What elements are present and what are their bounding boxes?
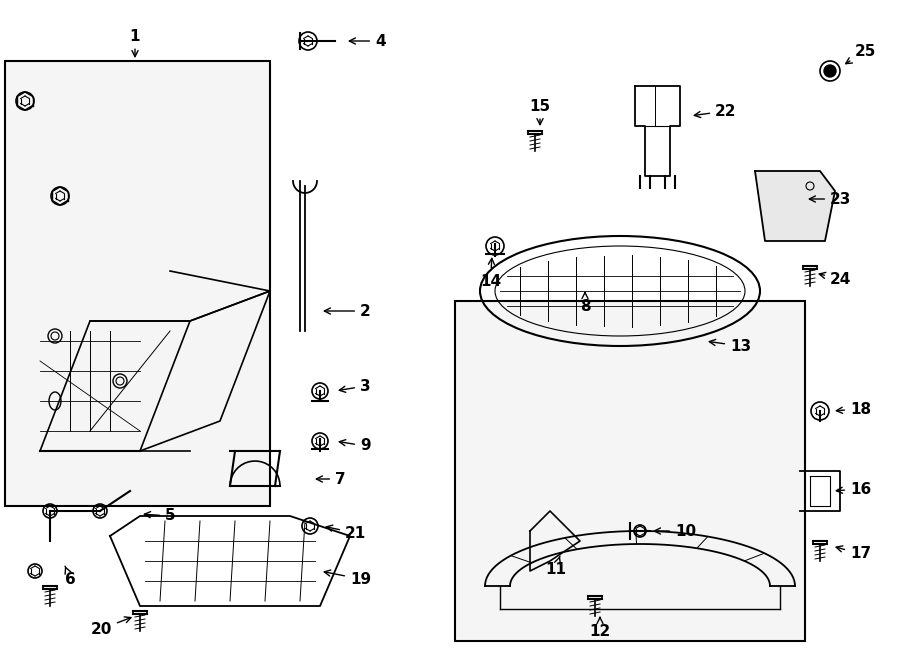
Text: 23: 23	[809, 192, 851, 206]
Text: 18: 18	[836, 401, 871, 416]
Bar	[455, 301, 805, 641]
Text: 8: 8	[580, 292, 590, 313]
Text: 17: 17	[836, 546, 871, 561]
Text: 2: 2	[324, 303, 371, 319]
Text: 16: 16	[836, 481, 871, 496]
Text: 13: 13	[709, 338, 752, 354]
Text: 24: 24	[819, 272, 851, 286]
Text: 3: 3	[339, 379, 371, 393]
Text: 20: 20	[91, 617, 131, 637]
Text: 12: 12	[590, 617, 610, 639]
Text: 11: 11	[545, 556, 566, 576]
Text: 1: 1	[130, 28, 140, 57]
Polygon shape	[755, 171, 835, 241]
Text: 7: 7	[316, 471, 346, 486]
Text: 4: 4	[349, 34, 385, 48]
Text: 9: 9	[339, 438, 371, 453]
Text: 6: 6	[65, 566, 76, 586]
Circle shape	[824, 65, 836, 77]
Text: 15: 15	[529, 98, 551, 125]
Text: 14: 14	[480, 258, 501, 288]
Text: 10: 10	[654, 524, 696, 539]
Text: 22: 22	[694, 104, 736, 118]
Text: 25: 25	[846, 44, 877, 63]
Text: 21: 21	[326, 525, 366, 541]
Text: 5: 5	[144, 508, 176, 524]
Bar	[5, 61, 270, 506]
Text: 19: 19	[324, 570, 371, 586]
